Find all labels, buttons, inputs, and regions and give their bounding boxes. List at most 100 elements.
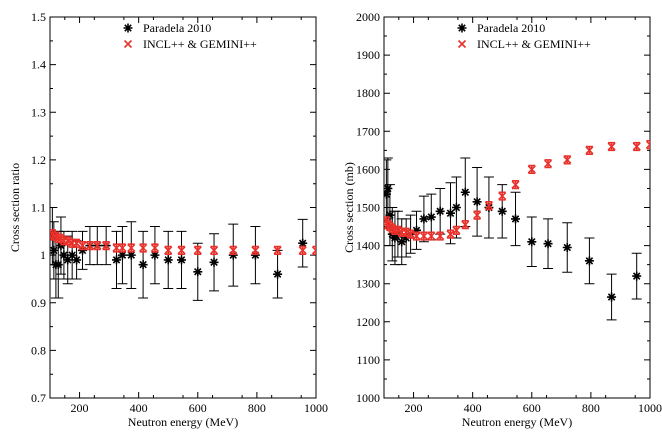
y-tick-label: 1000 [356,391,380,405]
paradela-point [401,218,412,258]
asterisk-marker [163,255,173,265]
asterisk-marker [117,250,127,260]
legend-item-paradela: Paradela 2010 [123,21,211,35]
x-tick-label: 600 [189,401,207,415]
cross-marker [139,243,148,253]
model-point [427,231,436,241]
cross-marker [412,232,421,241]
asterisk-marker [298,238,308,248]
cross-marker [127,243,136,253]
cross-marker [452,226,461,235]
model-point [473,210,482,220]
x-tick-label: 400 [130,401,148,415]
cross-marker [461,220,470,229]
paradela-point [228,223,239,287]
cross-marker [543,159,553,168]
cross-marker [229,246,238,255]
asterisk-marker [446,208,455,218]
cross-marker [298,246,307,255]
paradela-point [117,226,128,285]
asterisk-marker [607,292,617,302]
asterisk-marker [426,212,436,222]
model-point [164,245,173,255]
cross-marker [419,232,428,241]
cross-marker [85,241,94,250]
cross-marker [193,246,202,255]
paradela-point [297,218,308,268]
series-paradela [50,207,308,301]
model-point [452,225,461,235]
y-tick-label: 1600 [356,162,380,176]
asterisk-marker [419,214,429,224]
error-bar [312,245,316,255]
paradela-point [250,226,261,285]
model-point [527,164,536,175]
cross-marker [645,140,650,149]
x-tick-label: 800 [248,401,266,415]
y-tick-label: 1700 [356,124,380,138]
cross-marker [251,246,260,255]
paradela-point [77,230,88,270]
asterisk-marker [273,269,283,279]
right-panel-cross-section: 200 400 600 800 1000 1000 1100 1200 1300 1400 1500… [342,10,662,429]
model-point [118,243,127,253]
asterisk-marker [562,243,572,253]
asterisk-marker [460,187,470,197]
asterisk-marker [384,189,391,199]
y-tick-label: 1900 [356,48,380,62]
model-point [436,231,445,241]
cross-marker [93,241,102,250]
y-tick-label: 1500 [356,201,380,215]
asterisk-marker [435,206,445,216]
x-ticks [64,17,317,398]
model-point [85,240,94,251]
cross-marker [427,232,436,241]
model-point [406,229,415,239]
asterisk-marker [401,233,411,243]
asterisk-marker [126,250,136,260]
asterisk-marker [632,271,642,281]
paradela-point [435,187,446,235]
cross-marker [436,232,445,241]
cross-marker [72,239,81,248]
paradela-point [176,230,187,289]
data-layer [384,140,650,321]
y-tick-label: 1100 [356,353,380,367]
asterisk-marker [72,255,82,265]
x-tick-label: 1000 [304,401,328,415]
asterisk-marker [228,250,238,260]
asterisk-marker [56,241,66,251]
asterisk-marker [584,256,594,266]
asterisk-marker [63,255,73,265]
model-point [93,240,102,251]
legend: Paradela 2010 INCL++ & GEMINI++ [457,21,591,51]
model-point [543,159,553,169]
x-axis-label: Neutron energy (MeV) [462,415,572,429]
model-point [127,243,136,253]
y-axis-label: Cross section (mb) [342,162,356,253]
cross-marker [473,211,482,220]
paradela-point [126,221,137,289]
y-tick-label: 1400 [356,239,380,253]
cross-marker [607,142,616,151]
x-tick-label: 200 [405,401,423,415]
y-tick-label: 0.9 [31,296,46,310]
y-tick-label: 1200 [356,315,380,329]
model-point [446,229,455,239]
asterisk-marker [527,237,537,247]
cross-marker [446,230,455,239]
y-tick-label: 1.4 [31,58,46,72]
asterisk-marker [67,250,77,260]
paradela-point [209,233,220,292]
paradela-point [111,230,122,289]
cross-marker [527,165,536,174]
cross-marker [273,246,282,255]
paradela-point [526,216,537,268]
model-point [112,243,121,253]
paradela-point [543,218,554,269]
cross-marker [209,246,219,255]
asterisk-marker [50,245,59,255]
model-point [585,145,594,155]
asterisk-marker [59,250,69,260]
